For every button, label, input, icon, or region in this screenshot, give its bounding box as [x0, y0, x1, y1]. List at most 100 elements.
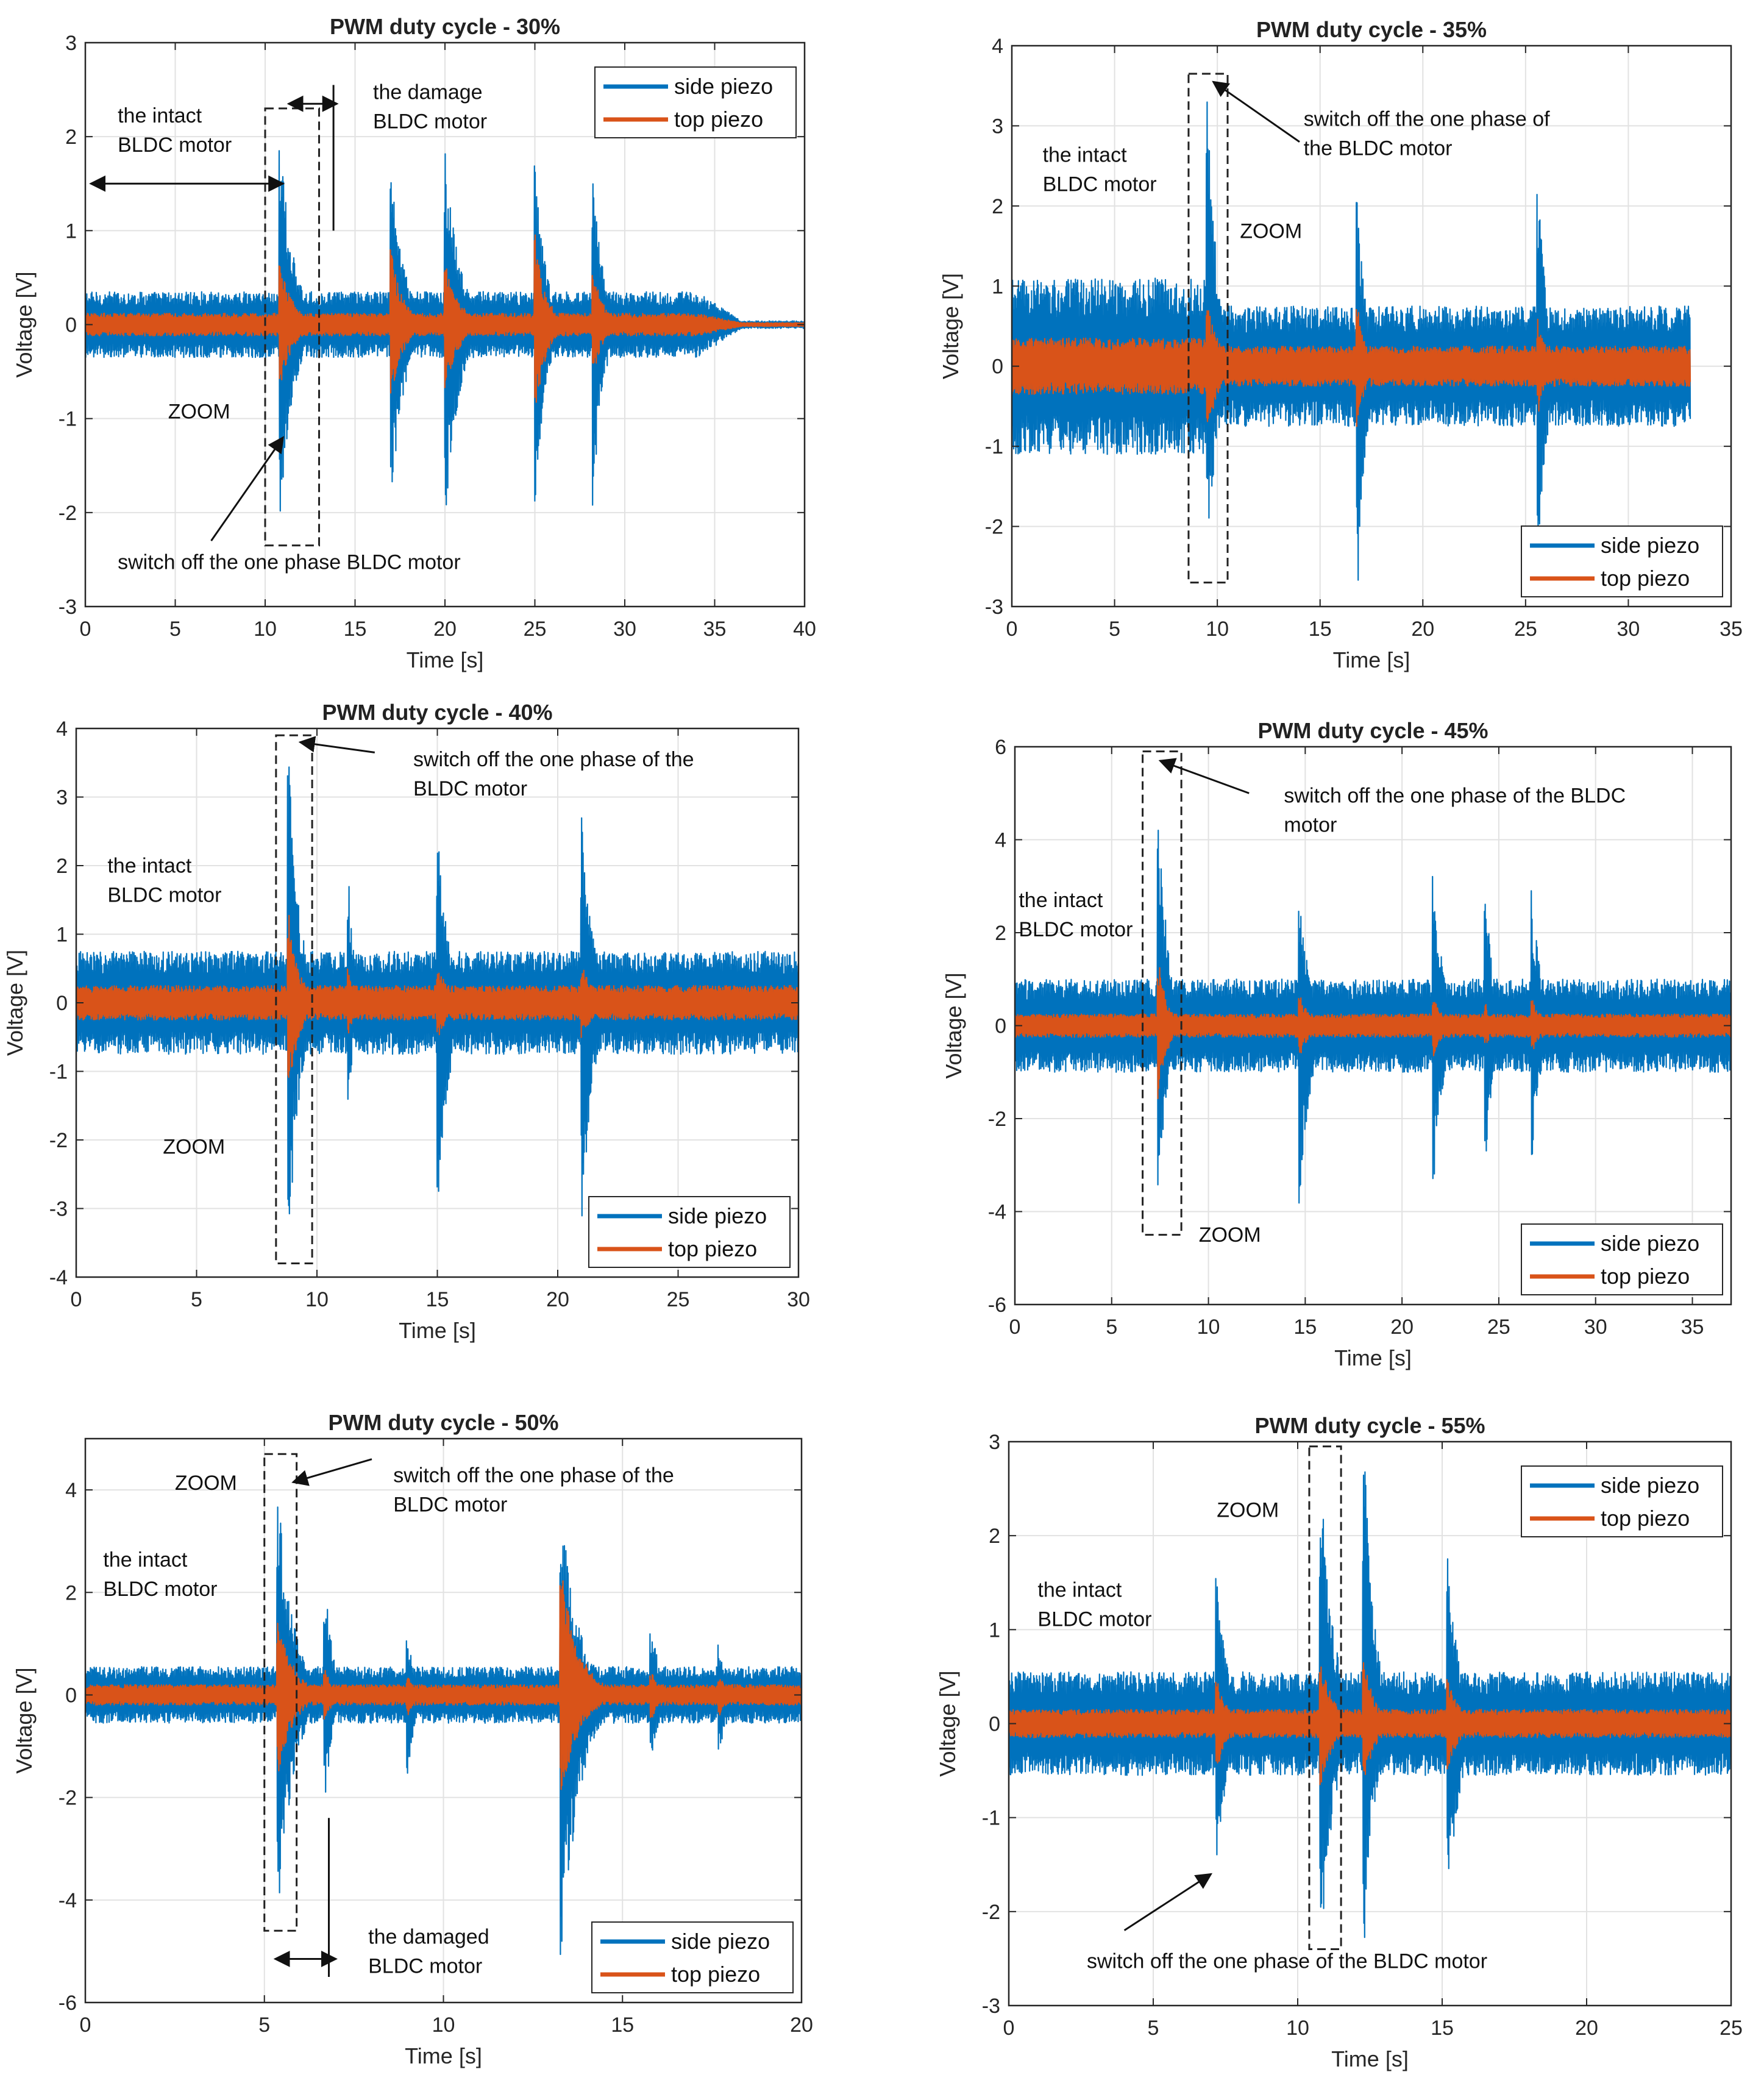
- signal-group: [1015, 830, 1731, 1204]
- x-tick-label: 25: [1487, 1316, 1510, 1339]
- y-axis-label: Voltage [V]: [12, 271, 37, 377]
- signal-group: [85, 1506, 802, 1956]
- zoom-box: [1142, 750, 1183, 1236]
- legend-label: top piezo: [1601, 566, 1690, 591]
- y-tick-label: -3: [49, 1198, 68, 1221]
- x-tick-label: 0: [80, 618, 91, 641]
- annotation-arrow: [1212, 80, 1300, 143]
- annotation-text: switch off the one phase of the BLDC moto…: [413, 748, 694, 800]
- annotation-text: ZOOM: [1199, 1223, 1261, 1247]
- y-tick-label: -4: [49, 1266, 68, 1289]
- annotation-text: ZOOM: [168, 401, 230, 424]
- annotation-text: switch off the one phase of the BLDC moto…: [1284, 785, 1626, 837]
- y-tick-label: 2: [65, 1581, 77, 1604]
- annotation-text: the intact BLDC motor: [1037, 1578, 1151, 1631]
- x-tick-label: 30: [1584, 1316, 1607, 1339]
- x-tick-label: 15: [1309, 618, 1332, 641]
- annotation-arrow: [210, 436, 285, 541]
- y-tick-label: 0: [56, 992, 68, 1015]
- x-tick-label: 20: [1411, 618, 1434, 641]
- annotation-text: the intact BLDC motor: [1043, 144, 1157, 196]
- x-tick-label: 15: [611, 2013, 634, 2037]
- zoom-box: [275, 734, 313, 1264]
- zoom-box: [263, 1453, 298, 1932]
- x-tick-label: 0: [1006, 618, 1018, 641]
- x-tick-label: 10: [432, 2013, 455, 2037]
- y-tick-label: -4: [988, 1201, 1006, 1224]
- annotation-arrow: [1158, 758, 1250, 794]
- signal-group: [85, 150, 805, 512]
- plot-title: PWM duty cycle - 50%: [328, 1410, 558, 1435]
- legend-label: side piezo: [674, 74, 773, 99]
- legend-label: side piezo: [671, 1929, 770, 1954]
- legend-box: [1521, 1465, 1723, 1537]
- series-top-piezo-line: [85, 234, 805, 403]
- y-axis-label: Voltage [V]: [938, 273, 963, 379]
- y-tick-label: -1: [985, 435, 1003, 458]
- annotation-line-text: the intact: [1019, 889, 1103, 912]
- annotation-line-text: the intact: [103, 1548, 188, 1572]
- legend: side piezo top piezo: [588, 1196, 791, 1268]
- x-tick-label: 5: [191, 1288, 202, 1311]
- y-tick-label: 4: [995, 829, 1006, 852]
- y-tick-label: 2: [995, 922, 1006, 945]
- plot-title: PWM duty cycle - 35%: [1256, 17, 1487, 42]
- plot-3: 0 5 10 15 20 25 30 -4 -3 -2 -1 0 1 2 3 4 PWM duty cycle …: [2, 700, 810, 1343]
- y-tick-label: 3: [989, 1431, 1000, 1454]
- annotation-line-text: BLDC motor: [1037, 1607, 1151, 1631]
- annotation-line-text: BLDC motor: [413, 777, 527, 800]
- x-tick-label: 5: [258, 2013, 270, 2037]
- x-tick-label: 10: [305, 1288, 329, 1311]
- annotation-line-text: switch off the one phase of the BLDC mot…: [1087, 1949, 1487, 1973]
- legend: side piezo top piezo: [1521, 525, 1723, 597]
- y-tick-label: -3: [985, 596, 1003, 619]
- y-tick-label: 0: [989, 1713, 1000, 1736]
- y-tick-label: -2: [985, 516, 1003, 539]
- annotation-text: the intact BLDC motor: [103, 1548, 217, 1601]
- annotation-line-text: BLDC motor: [118, 134, 232, 157]
- y-tick-label: -1: [49, 1061, 68, 1084]
- x-tick-label: 15: [426, 1288, 449, 1311]
- series-top-piezo-line: [1009, 1662, 1731, 1785]
- annotation-line-text: ZOOM: [163, 1136, 225, 1159]
- y-tick-label: -2: [982, 1901, 1000, 1924]
- x-tick-label: 15: [1431, 2017, 1454, 2040]
- y-axis-label: Voltage [V]: [2, 950, 27, 1056]
- annotation-line-text: BLDC motor: [107, 883, 221, 906]
- legend-box: [591, 1921, 794, 1993]
- y-axis-label: Voltage [V]: [941, 972, 966, 1078]
- annotation-line-text: BLDC motor: [393, 1493, 507, 1516]
- legend-label: top piezo: [1601, 1506, 1690, 1531]
- legend-label: side piezo: [1601, 1231, 1699, 1256]
- legend-box: [1521, 1223, 1723, 1295]
- annotation-line-text: the damage: [373, 81, 483, 104]
- y-tick-label: -3: [982, 1995, 1000, 2018]
- x-tick-label: 25: [1720, 2017, 1743, 2040]
- plot-title: PWM duty cycle - 40%: [322, 700, 552, 725]
- y-tick-label: 0: [995, 1015, 1006, 1038]
- y-tick-label: 3: [992, 115, 1003, 138]
- annotation-line-text: the BLDC motor: [1304, 137, 1453, 160]
- y-axis-label: Voltage [V]: [935, 1670, 960, 1776]
- annotation-line-text: BLDC motor: [373, 110, 487, 134]
- annotation-line-text: ZOOM: [168, 401, 230, 424]
- annotation-line-text: switch off the one phase of the BLDC: [1284, 785, 1626, 808]
- annotation-line-text: switch off the one phase of the: [413, 748, 694, 771]
- annotation-line-text: ZOOM: [175, 1472, 237, 1495]
- plot-title: PWM duty cycle - 55%: [1254, 1413, 1485, 1438]
- annotation-text: the intact BLDC motor: [1019, 889, 1133, 941]
- x-tick-label: 15: [1293, 1316, 1317, 1339]
- x-tick-label: 20: [790, 2013, 813, 2037]
- y-tick-label: 1: [56, 924, 68, 947]
- y-tick-label: 4: [56, 717, 68, 741]
- y-tick-label: -2: [988, 1108, 1006, 1131]
- x-tick-label: 20: [433, 618, 457, 641]
- plot-6: 0 5 10 15 20 25 -3 -2 -1 0 1 2 3 PWM duty cycle - 55%…: [935, 1413, 1743, 2071]
- y-tick-label: 1: [992, 275, 1003, 298]
- legend-label: top piezo: [674, 107, 763, 132]
- x-tick-label: 0: [71, 1288, 82, 1311]
- signal-group: [1009, 1471, 1731, 1939]
- legend-label: side piezo: [1601, 533, 1699, 558]
- x-tick-label: 20: [546, 1288, 569, 1311]
